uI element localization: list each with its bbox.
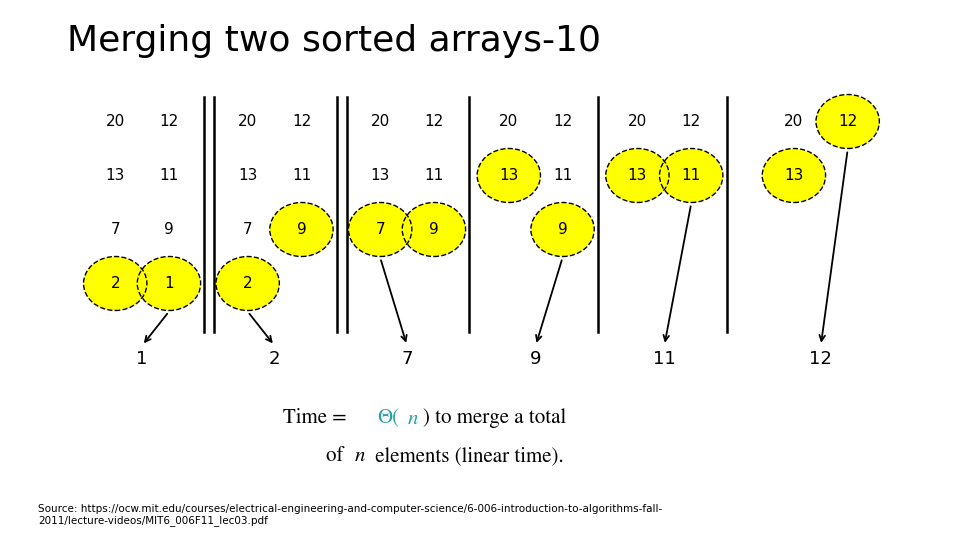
Text: 20: 20: [238, 114, 257, 129]
Ellipse shape: [478, 150, 540, 201]
Text: 11: 11: [682, 168, 701, 183]
Text: 2: 2: [243, 276, 252, 291]
Text: 9: 9: [530, 350, 541, 368]
Text: 12: 12: [553, 114, 572, 129]
Text: 20: 20: [106, 114, 125, 129]
Text: 7: 7: [110, 222, 120, 237]
Ellipse shape: [817, 96, 878, 147]
Text: 2: 2: [110, 276, 120, 291]
Ellipse shape: [349, 204, 411, 255]
Text: 13: 13: [106, 168, 125, 183]
Text: 20: 20: [628, 114, 647, 129]
Text: 7: 7: [243, 222, 252, 237]
Text: 2: 2: [269, 350, 280, 368]
Text: 13: 13: [784, 168, 804, 183]
Ellipse shape: [660, 150, 722, 201]
Ellipse shape: [271, 204, 332, 255]
Text: 1: 1: [136, 350, 148, 368]
Ellipse shape: [84, 258, 146, 309]
Text: Θ(: Θ(: [377, 409, 399, 428]
Text: 12: 12: [838, 114, 857, 129]
Text: 20: 20: [784, 114, 804, 129]
Ellipse shape: [403, 204, 465, 255]
Text: 13: 13: [371, 168, 390, 183]
Text: 13: 13: [628, 168, 647, 183]
Text: 1: 1: [164, 276, 174, 291]
Text: elements (linear time).: elements (linear time).: [370, 447, 564, 466]
Text: 11: 11: [553, 168, 572, 183]
Ellipse shape: [607, 150, 668, 201]
Text: Merging two sorted arrays-10: Merging two sorted arrays-10: [67, 24, 601, 58]
Text: 9: 9: [429, 222, 439, 237]
Text: n: n: [355, 447, 366, 465]
Text: ) to merge a total: ) to merge a total: [423, 409, 566, 428]
Text: 11: 11: [159, 168, 179, 183]
Text: 9: 9: [164, 222, 174, 237]
Ellipse shape: [763, 150, 825, 201]
Text: 12: 12: [159, 114, 179, 129]
Text: 12: 12: [809, 350, 832, 368]
Text: 7: 7: [401, 350, 413, 368]
Text: 11: 11: [653, 350, 676, 368]
Text: 12: 12: [292, 114, 311, 129]
Text: Source: https://ocw.mit.edu/courses/electrical-engineering-and-computer-science/: Source: https://ocw.mit.edu/courses/elec…: [38, 504, 662, 526]
Text: 20: 20: [371, 114, 390, 129]
Text: of: of: [326, 447, 349, 466]
Ellipse shape: [217, 258, 278, 309]
Text: 9: 9: [297, 222, 306, 237]
Text: 13: 13: [238, 168, 257, 183]
Text: 12: 12: [682, 114, 701, 129]
Text: Time =: Time =: [283, 409, 352, 428]
Text: 12: 12: [424, 114, 444, 129]
Text: 13: 13: [499, 168, 518, 183]
Ellipse shape: [138, 258, 200, 309]
Text: n: n: [408, 409, 419, 428]
Text: 9: 9: [558, 222, 567, 237]
Text: 11: 11: [292, 168, 311, 183]
Text: 7: 7: [375, 222, 385, 237]
Ellipse shape: [532, 204, 593, 255]
Text: 20: 20: [499, 114, 518, 129]
Text: 11: 11: [424, 168, 444, 183]
